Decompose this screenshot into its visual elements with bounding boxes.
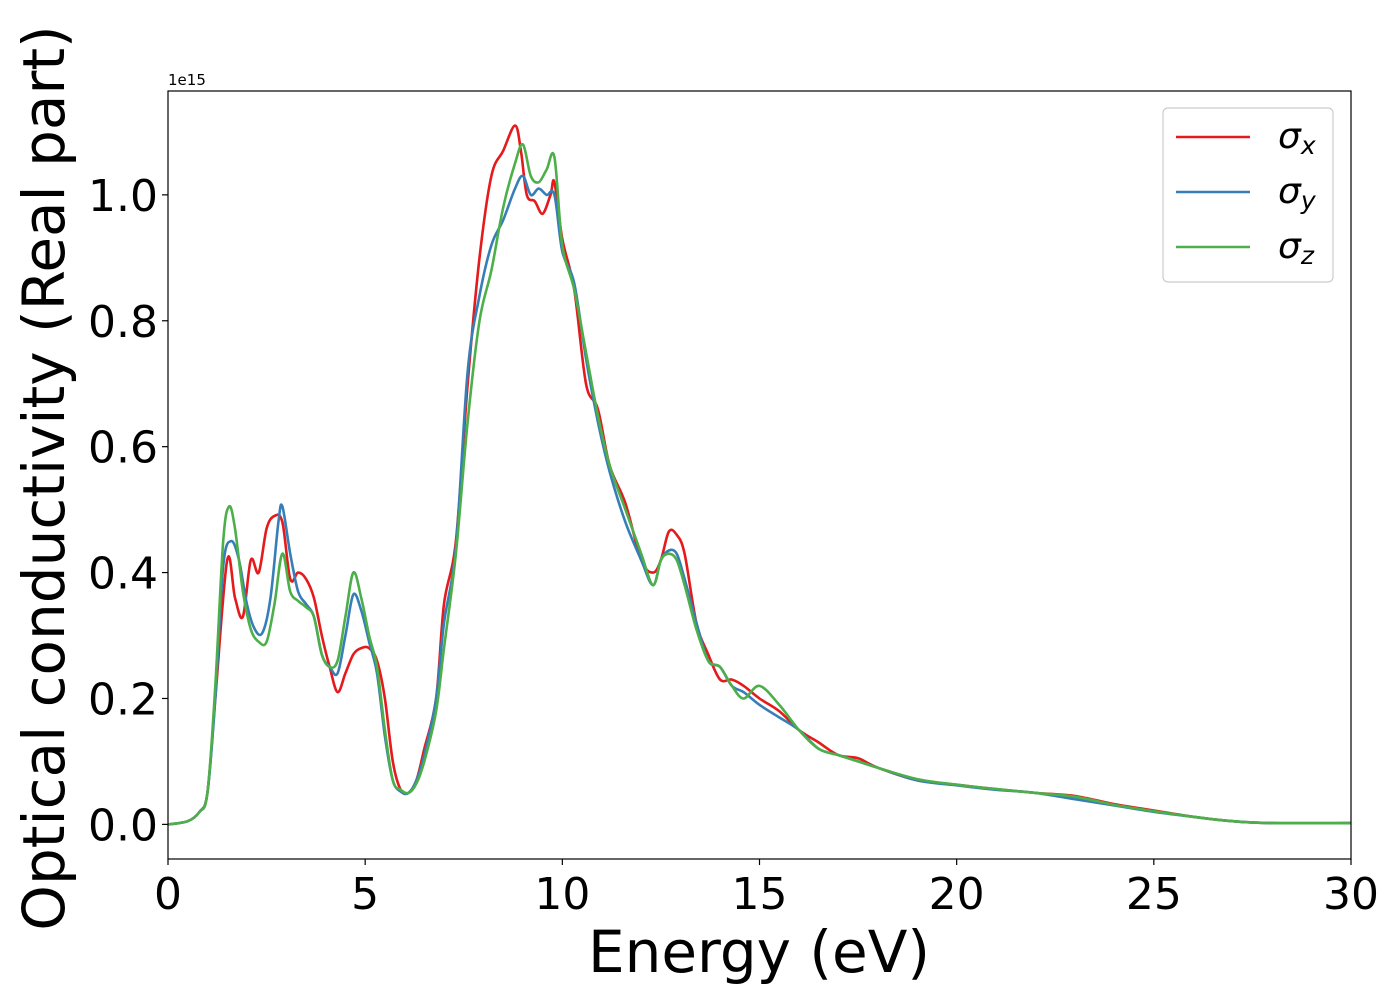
x-tick-label: 30 — [1323, 869, 1379, 920]
y-tick-label: 1.0 — [88, 171, 158, 222]
x-tick-label: 5 — [351, 869, 379, 920]
x-tick-label: 20 — [929, 869, 985, 920]
x-tick-label: 25 — [1126, 869, 1182, 920]
legend-label-z: σz — [1278, 226, 1315, 270]
y-axis-label: Optical conductivity (Real part) — [10, 25, 78, 930]
legend-label-x: σx — [1278, 116, 1316, 160]
legend-box — [1162, 107, 1334, 283]
series-line-x — [168, 124, 1351, 826]
y-tick-label: 0.4 — [88, 549, 158, 600]
x-axis-label: Energy (eV) — [588, 918, 930, 986]
x-tick-label: 0 — [154, 869, 182, 920]
x-tick-label: 10 — [534, 869, 590, 920]
y-tick-label: 0.6 — [88, 423, 158, 474]
y-tick-label: 0.2 — [88, 674, 158, 725]
legend-label-y: σy — [1278, 171, 1317, 215]
x-tick-label: 15 — [732, 869, 788, 920]
y-tick-label: 0.0 — [88, 800, 158, 851]
series-line-z — [168, 142, 1351, 826]
y-tick-label: 0.8 — [88, 297, 158, 348]
legend: σx σy σz — [1162, 107, 1334, 283]
y-offset-text: 1e15 — [168, 71, 206, 89]
